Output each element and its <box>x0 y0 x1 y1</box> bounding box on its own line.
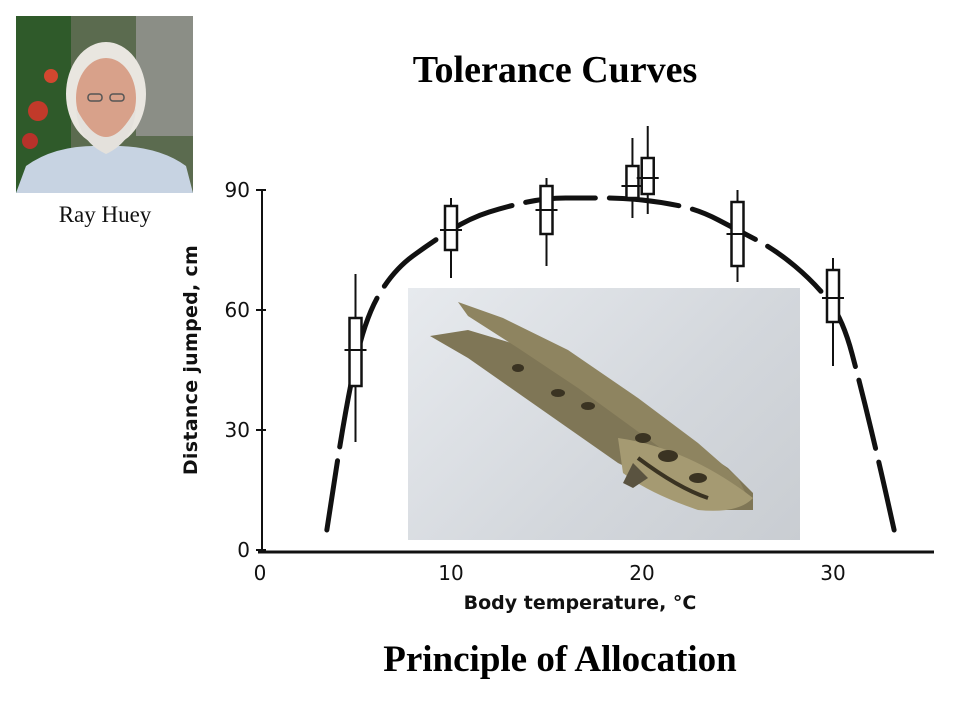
box-body <box>348 316 363 388</box>
portrait-photo <box>16 16 193 193</box>
frog-photo <box>408 288 800 540</box>
y-tick-label: 90 <box>225 178 250 202</box>
y-axis-label: Distance jumped, cm <box>180 244 202 476</box>
y-tick-label: 0 <box>237 538 250 562</box>
box-body <box>825 268 841 324</box>
x-tick-label: 10 <box>438 561 463 585</box>
y-tick-label: 30 <box>225 418 250 442</box>
box-body <box>443 204 459 252</box>
slide-title: Tolerance Curves <box>412 49 698 91</box>
x-tick-label: 0 <box>254 561 267 585</box>
photo-caption: Ray Huey <box>58 202 152 227</box>
box-body <box>625 164 640 200</box>
y-axis-label-wrap: Distance jumped, cm <box>176 245 206 475</box>
x-axis-label: Body temperature, °C <box>463 592 697 614</box>
box-body <box>640 156 655 196</box>
x-tick-label: 20 <box>629 561 654 585</box>
x-tick-label: 30 <box>820 561 845 585</box>
slide-footer: Principle of Allocation <box>383 639 737 680</box>
y-tick-label: 60 <box>225 298 250 322</box>
